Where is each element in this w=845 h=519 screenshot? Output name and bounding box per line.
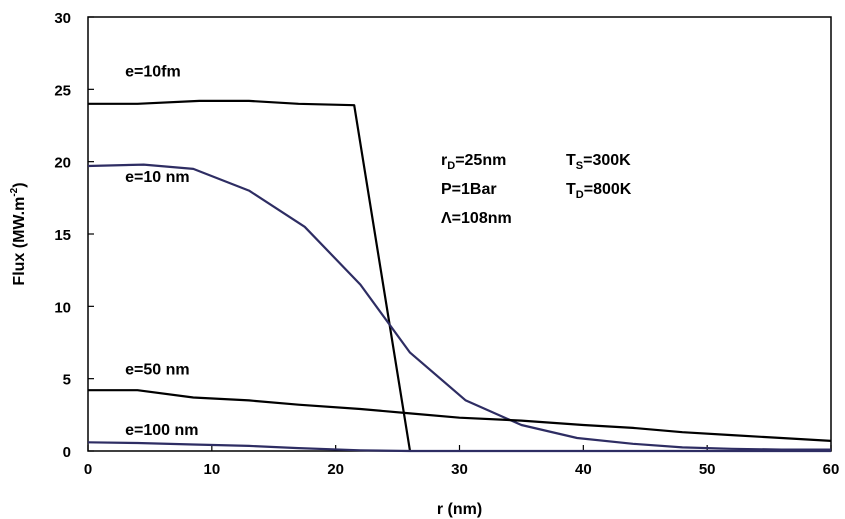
series-line-2 — [87, 163, 831, 451]
annotation-lambda: Λ=108nm — [441, 210, 512, 227]
annotation-pressure: P=1Bar — [441, 181, 497, 198]
x-tick-label: 50 — [699, 461, 716, 478]
axis-ticks: 0 10 20 30 40 50 60 0 5 10 15 20 25 30 — [54, 10, 839, 478]
plot-frame — [87, 16, 832, 452]
x-tick-label: 0 — [84, 461, 92, 478]
series-label: e=100 nm — [125, 422, 198, 439]
series-layer — [87, 99, 832, 453]
x-tick-label: 40 — [575, 461, 592, 478]
series-label: e=10fm — [125, 63, 181, 80]
y-tick-label: 5 — [63, 372, 71, 389]
series-label: e=10 nm — [125, 169, 189, 186]
series-labels: e=10fm e=10 nm e=50 nm e=100 nm — [125, 63, 198, 439]
y-tick-label: 30 — [54, 10, 71, 27]
x-tick-label: 20 — [327, 461, 344, 478]
y-tick-label: 10 — [54, 299, 71, 316]
x-tick-label: 60 — [823, 461, 840, 478]
y-tick-label: 15 — [54, 227, 71, 244]
series-label: e=50 nm — [125, 361, 189, 378]
x-tick-label: 10 — [203, 461, 220, 478]
annotation-ts: TS=300K — [566, 152, 631, 172]
y-tick-label: 0 — [63, 444, 71, 461]
x-axis-label: r (nm) — [437, 501, 482, 518]
y-axis-label: Flux (MW.m-2) — [9, 182, 28, 285]
series-line-3 — [88, 389, 832, 442]
annotation-td: TD=800K — [566, 181, 632, 201]
series-line-4 — [87, 441, 831, 453]
annotation-rd: rD=25nm — [441, 152, 506, 172]
x-tick-label: 30 — [451, 461, 468, 478]
series-line-1 — [88, 99, 412, 452]
y-tick-label: 20 — [54, 155, 71, 172]
y-tick-label: 25 — [54, 82, 71, 99]
